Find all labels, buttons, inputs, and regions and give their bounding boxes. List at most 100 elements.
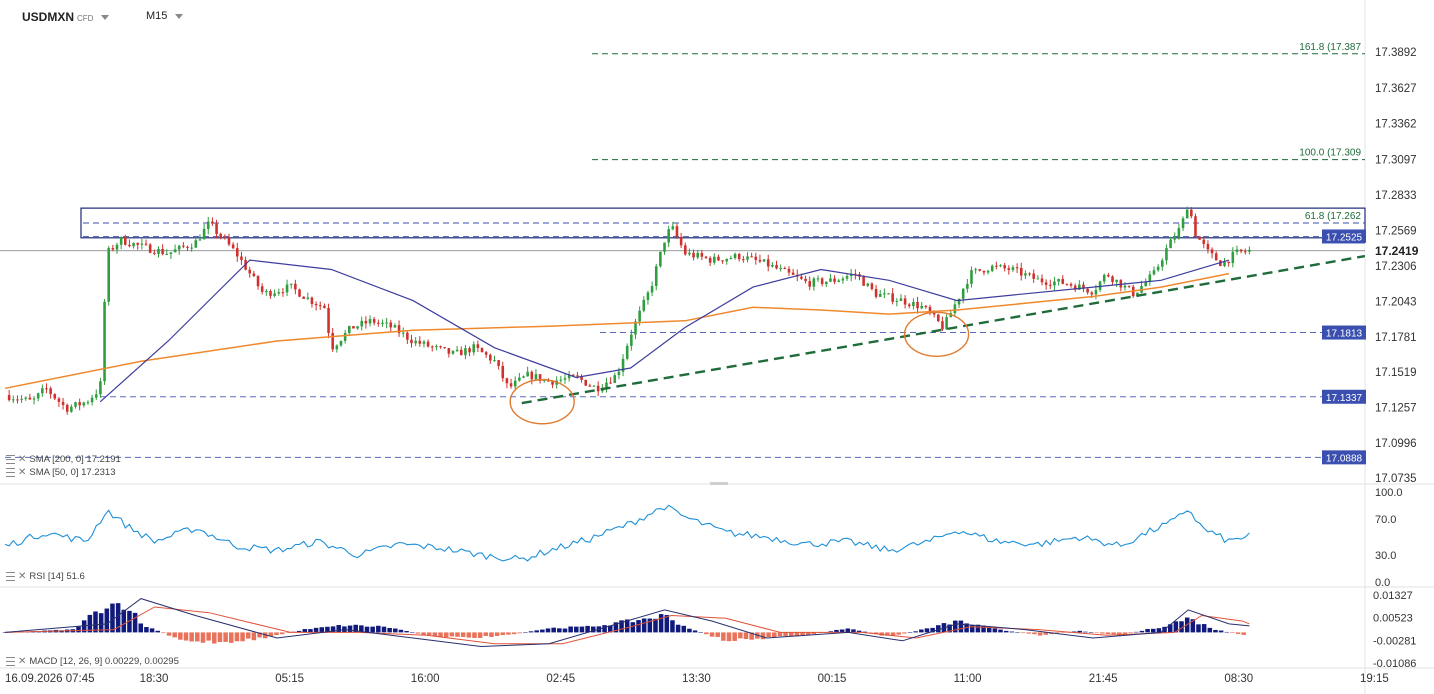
candle-body — [1177, 228, 1181, 238]
candle-body — [995, 265, 998, 267]
candle-body — [356, 326, 359, 329]
menu-icon[interactable] — [6, 572, 15, 581]
horizontal-levels — [0, 53, 1365, 458]
candle-body — [1169, 239, 1172, 249]
candle-body — [157, 248, 160, 254]
candle-body — [381, 322, 384, 324]
candle-body — [148, 244, 152, 253]
candle-body — [688, 252, 691, 255]
candle-body — [833, 278, 836, 282]
candle-body — [410, 339, 413, 344]
candle-body — [269, 291, 272, 296]
candle-body — [713, 256, 716, 263]
candles — [7, 206, 1251, 415]
macd-histogram-bar — [506, 632, 511, 635]
timeframe-selector[interactable]: M15 — [146, 10, 184, 22]
candle-body — [1044, 282, 1048, 285]
price-tick-label: 17.2833 — [1375, 190, 1417, 202]
macd-histogram-bar — [568, 626, 573, 633]
candle-body — [140, 243, 144, 245]
macd-histogram-bar — [1043, 632, 1049, 635]
macd-histogram-bar — [732, 632, 737, 641]
macd-histogram-bar — [1015, 632, 1020, 633]
candle-body — [74, 402, 77, 407]
close-icon[interactable]: ✕ — [18, 656, 27, 667]
candle-body — [920, 305, 923, 309]
candle-body — [1102, 275, 1106, 282]
macd-histogram-bar — [619, 620, 624, 633]
macd-histogram-bar — [1235, 632, 1241, 634]
candle-body — [20, 398, 23, 400]
time-tick-label: 18:30 — [140, 673, 169, 685]
time-tick-label: 02:45 — [546, 673, 575, 685]
rsi-tick-label: 70.0 — [1375, 514, 1396, 526]
candle-body — [1111, 276, 1114, 282]
menu-icon[interactable] — [6, 455, 15, 464]
candle-body — [1119, 279, 1123, 288]
macd-histogram-bar — [432, 632, 438, 637]
macd-histogram-bar — [483, 632, 489, 636]
price-tag-box — [1322, 325, 1366, 340]
candle-body — [766, 259, 770, 267]
macd-histogram-bar — [851, 629, 856, 633]
candle-body — [190, 247, 193, 249]
timeframe-label: M15 — [146, 10, 168, 22]
macd-histogram-bar — [1117, 632, 1122, 636]
macd-histogram-bar — [726, 632, 732, 642]
macd-histogram-bar — [523, 632, 528, 633]
macd-histogram-bar — [376, 625, 381, 633]
candle-body — [173, 249, 177, 253]
candle-body — [501, 365, 505, 379]
macd-histogram-bar — [557, 628, 562, 633]
close-icon[interactable]: ✕ — [18, 454, 27, 465]
macd-histogram-bar — [579, 626, 585, 633]
candle-body — [430, 346, 434, 348]
candle-body — [115, 244, 119, 250]
candle-body — [455, 349, 459, 352]
price-tag-box — [1322, 389, 1366, 404]
candle-body — [16, 399, 19, 401]
macd-histogram-bar — [585, 625, 590, 633]
candle-body — [912, 301, 915, 307]
macd-histogram-bar — [1134, 631, 1139, 633]
fibonacci-label: 61.8 (17.262 — [1305, 211, 1362, 222]
menu-icon[interactable] — [6, 657, 15, 666]
macd-histogram-bar — [330, 626, 336, 633]
rsi-legend[interactable]: ✕ RSI [14] 51.6 — [6, 571, 85, 582]
macd-legend[interactable]: ✕ MACD [12, 26, 9] 0.00229, 0.00295 — [6, 656, 179, 667]
macd-histogram-bar — [636, 620, 641, 633]
panel-resize-handle — [710, 482, 728, 485]
sma200-legend[interactable]: ✕ SMA [200, 0] 17.2191 — [6, 454, 121, 465]
macd-histogram-bar — [1179, 621, 1184, 633]
candle-body — [1152, 270, 1156, 275]
price-axis: 17.3892 17.3627 17.3362 17.3097 17.2833 17.25… — [1322, 47, 1425, 485]
candle-body — [725, 258, 729, 262]
close-icon[interactable]: ✕ — [18, 467, 27, 478]
symbol-selector[interactable]: USDMXN CFD — [22, 10, 110, 24]
candle-body — [941, 321, 944, 330]
macd-histogram-bar — [1054, 632, 1060, 634]
macd-histogram-bar — [630, 622, 636, 633]
candle-body — [165, 253, 169, 255]
macd-histogram-bar — [500, 632, 506, 636]
macd-histogram-bar — [839, 629, 845, 633]
candle-body — [186, 246, 189, 248]
close-icon[interactable]: ✕ — [18, 571, 27, 582]
candle-body — [377, 322, 380, 324]
sma50-legend[interactable]: ✕ SMA [50, 0] 17.2313 — [6, 467, 115, 478]
price-tick-label: 17.3362 — [1375, 119, 1417, 131]
candle-body — [654, 266, 658, 287]
candle-body — [1065, 283, 1069, 285]
macd-histogram-bar — [528, 631, 534, 633]
candle-body — [124, 236, 127, 245]
candle-body — [609, 382, 612, 384]
candle-body — [236, 248, 239, 257]
candle-body — [335, 345, 339, 350]
candle-body — [509, 383, 513, 387]
menu-icon[interactable] — [6, 468, 15, 477]
candle-body — [779, 268, 782, 270]
macd-histogram-bar — [200, 632, 206, 643]
macd-histogram-bar — [1009, 631, 1015, 633]
annotation-ellipse — [509, 379, 575, 425]
